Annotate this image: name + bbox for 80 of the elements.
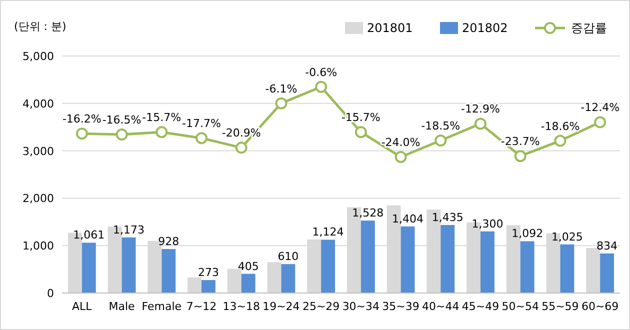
data-label: -6.1%: [265, 82, 298, 96]
data-label: 1,300: [472, 217, 504, 230]
point: [156, 126, 168, 138]
data-label: 1,173: [113, 223, 145, 236]
bar: [281, 264, 296, 293]
point: [76, 128, 88, 140]
data-label: 1,528: [352, 206, 384, 220]
data-label: 1,061: [73, 228, 105, 242]
data-label: -16.2%: [62, 112, 102, 126]
data-label: 1,092: [512, 227, 544, 240]
x-tick-label: 35~39: [382, 300, 420, 313]
data-label: -17.7%: [182, 117, 221, 130]
bar: [480, 231, 494, 293]
point: [514, 150, 526, 162]
legend-label: 증감률: [571, 21, 607, 35]
bar: [400, 226, 415, 293]
y-axis-title: (단위 : 분): [14, 20, 66, 33]
x-tick-label: 13~18: [222, 300, 260, 313]
y-tick-label: 0: [47, 287, 54, 300]
data-label: 1,404: [392, 212, 424, 226]
bar: [560, 244, 574, 293]
data-label: 1,124: [312, 226, 344, 239]
data-label: -12.9%: [461, 102, 500, 116]
point: [434, 134, 447, 146]
y-tick-label: 2,000: [22, 192, 54, 206]
x-tick-label: 19~24: [262, 300, 300, 313]
data-label: -12.4%: [580, 101, 620, 114]
x-tick-label: 55~59: [542, 300, 579, 313]
data-label: -18.5%: [421, 119, 460, 132]
x-tick-label: 60~69: [581, 300, 619, 313]
data-label: -24.0%: [381, 136, 420, 149]
point: [116, 128, 128, 140]
point: [394, 150, 407, 163]
point: [275, 97, 288, 110]
y-tick-label: 5,000: [22, 50, 54, 63]
bar: [267, 262, 282, 293]
point: [594, 116, 606, 128]
x-tick-label: 40~44: [422, 300, 460, 313]
x-tick-label: ALL: [72, 300, 93, 313]
bar: [122, 237, 136, 293]
bar: [202, 280, 216, 293]
bar: [520, 241, 534, 293]
bar: [162, 249, 176, 293]
x-tick-label: 7~12: [186, 300, 217, 313]
bar: [241, 274, 256, 293]
data-label: -0.6%: [305, 66, 338, 79]
y-tick-label: 4,000: [22, 97, 54, 110]
data-label: 405: [238, 260, 259, 273]
data-label: 834: [596, 239, 618, 252]
legend-label: 201801: [367, 21, 413, 35]
data-label: 610: [278, 250, 299, 264]
bar: [440, 224, 455, 293]
y-tick-label: 1,000: [22, 240, 54, 253]
bar: [82, 242, 96, 293]
data-label: -15.7%: [142, 111, 182, 124]
bar: [188, 277, 202, 293]
x-tick-label: 30~34: [342, 300, 380, 313]
point: [474, 118, 486, 130]
x-tick-label: Female: [142, 300, 182, 313]
point: [315, 80, 328, 93]
y-tick-label: 3,000: [22, 144, 54, 158]
data-label: 928: [158, 235, 180, 248]
bar: [227, 268, 242, 293]
data-label: 1,435: [432, 210, 464, 224]
bar: [600, 253, 614, 293]
point: [235, 142, 248, 154]
point: [554, 134, 566, 147]
point: [196, 132, 208, 144]
bar: [360, 220, 375, 293]
x-tick-label: 45~49: [462, 300, 500, 313]
data-label: 1,025: [551, 230, 583, 244]
data-label: 273: [198, 266, 219, 280]
x-tick-label: 50~54: [502, 300, 539, 313]
legend-label: 201802: [462, 21, 508, 35]
x-tick-label: 25~29: [302, 300, 340, 313]
point: [354, 126, 367, 138]
data-label: -18.6%: [540, 120, 580, 133]
bar: [321, 240, 336, 293]
x-tick-label: Male: [108, 300, 136, 313]
data-label: -16.5%: [102, 114, 142, 126]
